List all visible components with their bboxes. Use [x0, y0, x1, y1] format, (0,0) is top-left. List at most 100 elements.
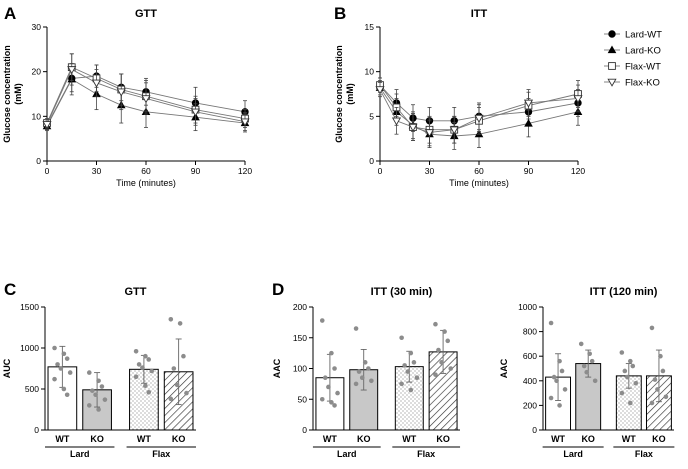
itt120-data-point — [649, 325, 655, 331]
auc-data-point — [146, 357, 152, 362]
auc-data-point — [52, 345, 57, 351]
legend-label: Flax-KO — [625, 78, 660, 89]
itt30-group-label: Flax — [417, 449, 435, 459]
gtt-ytick-label: 20 — [32, 67, 42, 77]
itt30-data-point — [369, 378, 374, 384]
itt30-data-point — [332, 403, 337, 408]
itt-point — [449, 126, 459, 135]
gtt-point — [67, 66, 77, 75]
itt120-ytick-label: 800 — [523, 327, 537, 337]
auc-data-point — [177, 321, 183, 326]
auc-data-point — [96, 378, 101, 384]
itt30-data-point — [322, 375, 328, 381]
legend-label: Lard-KO — [625, 46, 661, 57]
itt120-data-point — [587, 351, 592, 357]
itt120-data-point — [562, 387, 568, 392]
itt30-xtick-label: WT — [323, 434, 337, 444]
itt120-data-point — [655, 387, 660, 392]
itt120-data-point — [628, 358, 633, 364]
itt120-data-point — [559, 368, 565, 374]
auc-xtick-label: WT — [55, 434, 69, 444]
itt120-data-point — [658, 353, 663, 359]
legend-item-lard-wt: Lard-WT — [604, 30, 662, 41]
itt30-data-point — [408, 350, 414, 356]
itt30-xtick-label: KO — [357, 434, 371, 444]
auc-ylabel: AUC — [2, 358, 12, 378]
auc-data-point — [99, 384, 105, 389]
gtt-title: GTT — [135, 8, 157, 20]
auc-data-point — [61, 351, 67, 357]
itt120-data-point — [663, 394, 669, 400]
panel-label-d: D — [272, 280, 284, 299]
itt120-data-point — [581, 363, 587, 369]
itt30-data-point — [405, 369, 411, 374]
itt30-data-point — [335, 390, 340, 396]
itt30-ytick-label: 50 — [298, 394, 308, 404]
legend-label: Lard-WT — [625, 30, 662, 41]
itt-xtick-label: 30 — [425, 166, 435, 176]
itt120-data-point — [589, 358, 595, 364]
itt30-data-point — [329, 400, 334, 405]
auc-data-point — [93, 392, 98, 398]
itt30-data-point — [356, 369, 362, 374]
itt-point — [375, 86, 385, 95]
auc-data-point — [67, 370, 73, 375]
itt120-ytick-label: 1000 — [518, 302, 537, 312]
auc-data-point — [64, 392, 70, 398]
gtt-point — [91, 79, 102, 88]
itt-point — [408, 123, 418, 132]
itt120-data-point — [551, 374, 557, 380]
itt-point — [523, 99, 534, 108]
itt-point — [524, 118, 533, 127]
itt120-ytick-label: 600 — [523, 351, 537, 361]
itt120-data-point — [584, 369, 589, 375]
itt30-ytick-label: 150 — [293, 333, 307, 343]
gtt-point — [141, 95, 151, 104]
auc-data-point — [181, 353, 186, 359]
itt30-data-point — [402, 363, 407, 368]
itt30-data-point — [353, 381, 359, 387]
itt30-data-point — [439, 360, 444, 365]
itt-point — [424, 129, 435, 138]
itt120-xtick-label: KO — [581, 434, 595, 444]
itt120-data-point — [660, 368, 666, 374]
itt30-data-point — [399, 335, 404, 341]
itt-ytick-label: 0 — [369, 156, 374, 166]
gtt-ytick-label: 0 — [36, 156, 41, 166]
itt120-data-point — [622, 368, 628, 374]
itt120-group-label: Flax — [635, 449, 653, 459]
auc-data-point — [89, 388, 95, 393]
auc-data-point — [146, 389, 152, 395]
itt120-data-point — [578, 341, 584, 347]
itt30-xtick-label: WT — [402, 434, 416, 444]
gtt-ylabel: Glucose concentration(mM) — [2, 45, 23, 143]
itt30-data-point — [411, 360, 417, 365]
itt-ytick-label: 10 — [365, 67, 375, 77]
itt120-data-point — [548, 320, 554, 326]
gtt-chart: GTT 0 10 20 30 0 30 60 90 120 Time (minutes) Glucos… — [2, 8, 252, 188]
itt120-ytick-label: 400 — [523, 376, 537, 386]
gtt-ytick-label: 30 — [32, 22, 42, 32]
itt-title: ITT — [471, 8, 488, 20]
itt30-data-point — [332, 366, 337, 371]
auc-ytick-label: 0 — [34, 425, 39, 435]
panel-label-a: A — [4, 4, 16, 23]
auc-data-point — [143, 353, 148, 359]
itt30-ytick-label: 100 — [293, 364, 307, 374]
auc-ytick-label: 1000 — [20, 343, 39, 353]
auc-title: GTT — [125, 286, 147, 298]
auc-data-point — [96, 407, 101, 412]
auc-data-point — [168, 396, 174, 402]
itt30-data-point — [433, 372, 438, 377]
itt120-data-point — [557, 403, 562, 408]
gtt-xtick-label: 90 — [191, 166, 201, 176]
itt120-data-point — [619, 390, 625, 396]
itt30-data-point — [436, 347, 441, 353]
auc-data-point — [171, 366, 177, 371]
itt-point — [573, 95, 583, 104]
itt-ytick-label: 15 — [365, 22, 375, 32]
itt30-data-point — [448, 366, 454, 371]
itt120-chart: ITT (120 min) 0 200 400 600 800 1000 AAC WT KO WT K… — [499, 286, 675, 459]
gtt-ytick-label: 10 — [32, 111, 42, 121]
